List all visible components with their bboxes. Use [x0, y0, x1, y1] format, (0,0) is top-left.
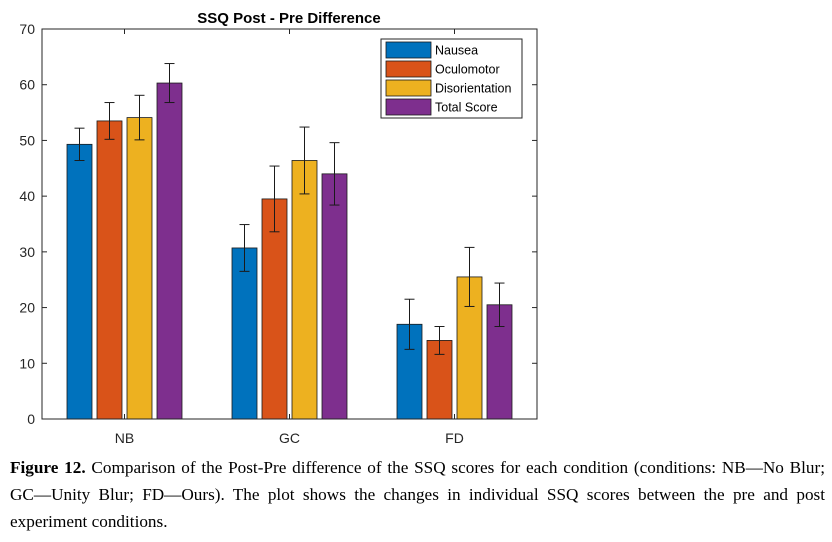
bar-disorientation-gc [291, 160, 318, 420]
x-tick-label: GC [279, 430, 300, 446]
figure-caption: Figure 12. Comparison of the Post-Pre di… [10, 454, 825, 535]
y-tick-label: 30 [19, 244, 35, 260]
legend-swatch [385, 60, 432, 78]
error-bar [269, 165, 280, 233]
error-bar [434, 326, 445, 355]
y-tick-label: 60 [19, 77, 35, 93]
error-bar [104, 102, 115, 140]
bar-disorientation-nb [126, 117, 153, 420]
error-bar [464, 246, 475, 307]
ssq-bar-chart: SSQ Post - Pre Difference 0 10 20 30 40 50 60 7… [19, 10, 538, 446]
legend: Nausea Oculomotor Disorientation Total Scor… [380, 38, 523, 119]
error-bar [329, 142, 340, 206]
bar-oculomotor-gc [261, 198, 288, 420]
chart-title: SSQ Post - Pre Difference [197, 10, 380, 27]
error-bar [134, 94, 145, 141]
error-bar [164, 63, 175, 104]
legend-label: Disorientation [435, 82, 511, 96]
y-tick-label: 50 [19, 132, 35, 148]
error-bar [299, 126, 310, 195]
error-bar [494, 282, 505, 328]
legend-swatch [385, 98, 432, 116]
bar-nausea-nb [66, 143, 93, 420]
legend-label: Oculomotor [435, 63, 500, 77]
bar-nausea-gc [231, 247, 258, 420]
caption-text: Comparison of the Post-Pre difference of… [10, 458, 825, 531]
y-tick-label: 0 [27, 411, 35, 427]
legend-swatch [385, 41, 432, 59]
error-bar [74, 127, 85, 161]
y-tick-label: 40 [19, 188, 35, 204]
error-bar [404, 298, 415, 350]
x-tick-label: NB [115, 430, 134, 446]
error-bar [239, 224, 250, 272]
bar-total-score-gc [321, 173, 348, 420]
x-tick-label: FD [445, 430, 464, 446]
y-tick-label: 10 [19, 355, 35, 371]
legend-swatch [385, 79, 432, 97]
caption-label: Figure 12. [10, 458, 86, 477]
bar-total-score-nb [156, 82, 183, 420]
legend-label: Nausea [435, 44, 478, 58]
legend-label: Total Score [435, 101, 498, 115]
y-tick-label: 70 [19, 21, 35, 37]
bar-oculomotor-nb [96, 120, 123, 420]
y-tick-label: 20 [19, 300, 35, 316]
